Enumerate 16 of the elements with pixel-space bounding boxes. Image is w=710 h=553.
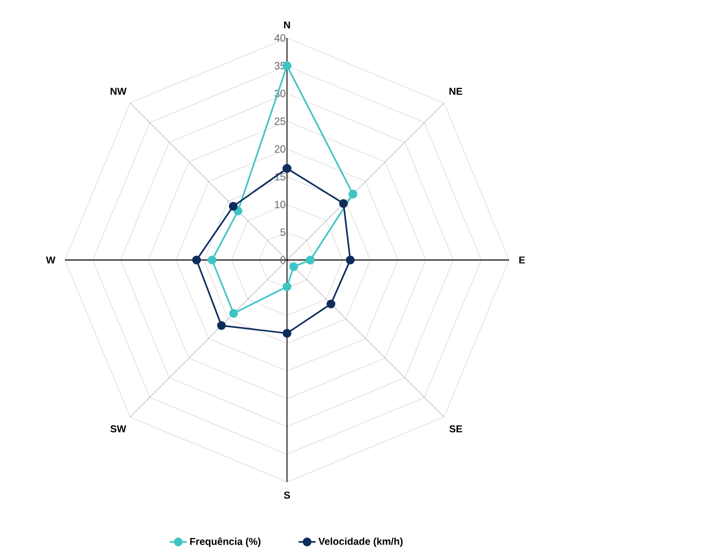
y-tick-label: 25 xyxy=(274,118,286,125)
y-tick-label: 15 xyxy=(274,173,286,180)
y-tick-label: 5 xyxy=(280,228,286,236)
spoke-label: E xyxy=(519,256,525,264)
legend-label: Frequência (%) xyxy=(190,537,260,547)
spoke-label: NE xyxy=(449,88,462,95)
spoke-label: SE xyxy=(449,425,462,432)
spoke-label: W xyxy=(46,256,56,264)
spoke-label: S xyxy=(284,492,290,499)
y-tick-label: 40 xyxy=(274,34,286,42)
spoke-label: SW xyxy=(110,425,126,432)
spoke-label: NW xyxy=(110,88,127,95)
spoke-label: N xyxy=(284,22,290,28)
legend-label: Velocidade (km/h) xyxy=(318,538,403,547)
y-tick-label: 10 xyxy=(274,200,286,208)
y-tick-label: 20 xyxy=(274,145,286,153)
